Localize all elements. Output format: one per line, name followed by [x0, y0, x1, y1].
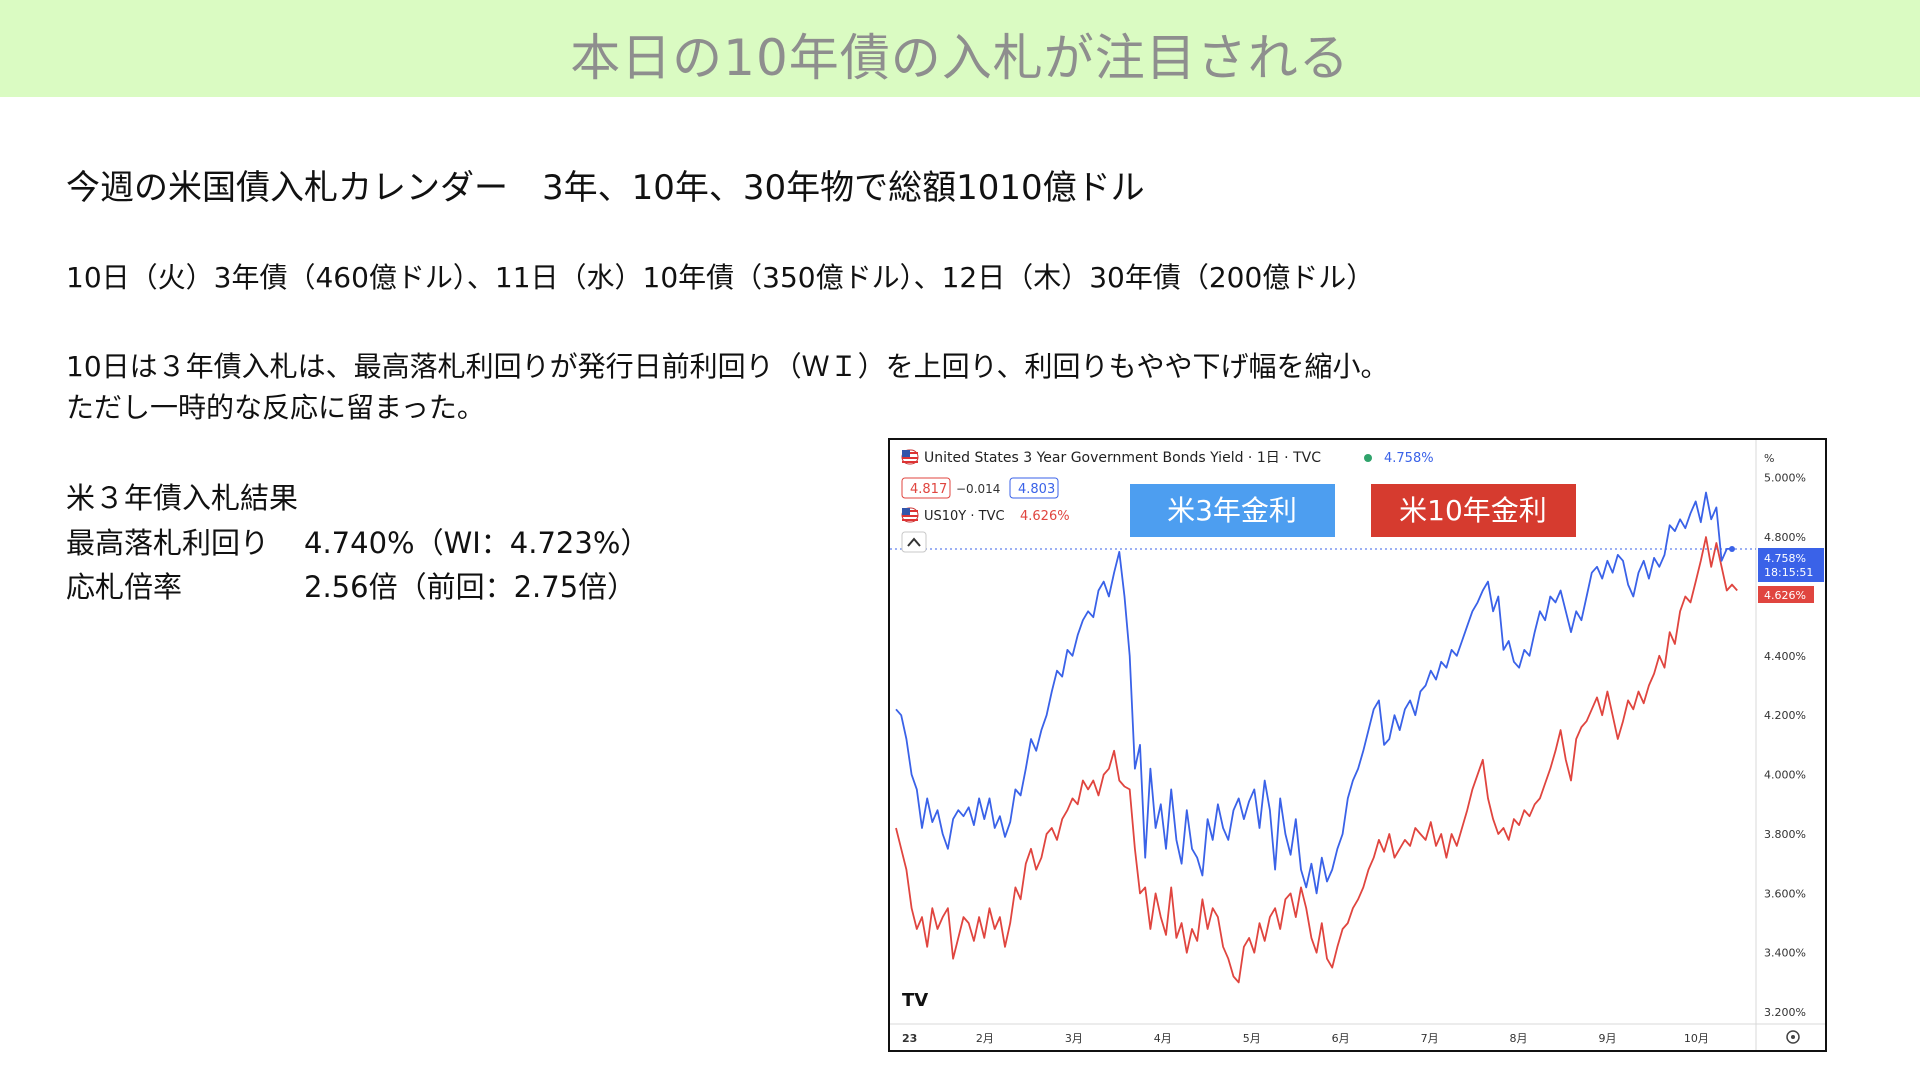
yield-chart-svg: 5.000%4.800%4.600%4.400%4.200%4.000%3.80…	[890, 440, 1825, 1050]
result-label: 応札倍率	[66, 570, 183, 604]
x-tick-label: 7月	[1421, 1032, 1439, 1045]
yield-chart: 5.000%4.800%4.600%4.400%4.200%4.000%3.80…	[888, 438, 1827, 1052]
change-value: −0.014	[956, 482, 1000, 496]
label-3y-text: 米3年金利	[1167, 494, 1297, 527]
x-tick-label: 9月	[1598, 1032, 1616, 1045]
last-value-badge-10y	[1758, 586, 1814, 603]
y-tick-label: 3.400%	[1764, 947, 1806, 960]
bid-value: 4.817	[910, 482, 947, 497]
x-tick-label: 5月	[1243, 1032, 1261, 1045]
y-tick-label: 3.800%	[1764, 828, 1806, 841]
auction-summary-line-2: ただし一時的な反応に留まった。	[66, 391, 485, 424]
last-price-dot	[1729, 545, 1735, 552]
series-line-3y	[895, 491, 1732, 895]
banner-title: 本日の10年債の入札が注目される	[570, 29, 1350, 87]
flag-icon	[901, 449, 919, 465]
x-tick-layer: 23 2月 3月 4月 5月 6月 7月 8月 9月 10月	[902, 1032, 1709, 1045]
ask-box[interactable]	[1009, 477, 1059, 499]
label-3y-box	[1130, 484, 1335, 537]
label-10y-box	[1371, 484, 1576, 537]
chevron-up-icon	[907, 537, 921, 547]
auction-calendar-heading: 今週の米国債入札カレンダー 3年、10年、30年物で総額1010億ドル	[66, 168, 1145, 208]
result-value: 2.56倍（前回：2.75倍）	[304, 570, 637, 604]
last-value-10y: 4.626%	[1764, 589, 1806, 602]
result-value: 4.740%（WI：4.723%）	[304, 526, 650, 560]
auction-summary-line-1: 10日は３年債入札は、最高落札利回りが発行日前利回り（ＷＩ）を上回り、利回りもや…	[66, 350, 1389, 383]
results-title: 米３年債入札結果	[66, 481, 299, 515]
ask-value: 4.803	[1018, 482, 1055, 497]
settings-icon[interactable]	[1786, 1030, 1800, 1044]
x-tick-label: 8月	[1510, 1032, 1528, 1045]
y-tick-layer: 5.000%4.800%4.600%4.400%4.200%4.000%3.80…	[1764, 472, 1806, 1019]
series-layer	[890, 491, 1756, 984]
y-axis-unit: %	[1764, 452, 1774, 465]
result-row-bid-to-cover: 応札倍率 2.56倍（前回：2.75倍）	[66, 564, 636, 606]
label-10y-text: 米10年金利	[1399, 494, 1547, 527]
last-value-badge-3y	[1758, 548, 1824, 582]
result-label: 最高落札利回り	[66, 526, 270, 560]
chart-main-title: United States 3 Year Government Bonds Yi…	[924, 450, 1321, 466]
last-value-3y: 4.758%	[1764, 552, 1806, 565]
chart-sub-title: US10Y · TVC	[924, 509, 1005, 524]
result-row-high-yield: 最高落札利回り 4.740%（WI：4.723%）	[66, 520, 649, 562]
y-tick-label: 4.800%	[1764, 531, 1806, 544]
series-line-10y	[895, 536, 1738, 984]
last-value-time: 18:15:51	[1764, 566, 1813, 579]
live-status-dot	[1364, 454, 1372, 462]
collapse-legend-button[interactable]	[901, 531, 927, 553]
chart-main-value: 4.758%	[1384, 451, 1434, 466]
x-tick-label: 6月	[1332, 1032, 1350, 1045]
x-tick-label: 3月	[1065, 1032, 1083, 1045]
x-tick-label: 2月	[976, 1032, 994, 1045]
y-tick-label: 4.200%	[1764, 709, 1806, 722]
flag-icon	[901, 507, 919, 523]
x-tick-label: 4月	[1154, 1032, 1172, 1045]
chart-sub-value: 4.626%	[1020, 509, 1070, 524]
auction-schedule-line: 10日（火）3年債（460億ドル）、11日（水）10年債（350億ドル）、12日…	[66, 261, 1375, 294]
y-tick-label: 5.000%	[1764, 472, 1806, 485]
tradingview-logo: TV	[902, 990, 928, 1011]
y-tick-label: 4.400%	[1764, 650, 1806, 663]
y-tick-label: 3.200%	[1764, 1006, 1806, 1019]
title-banner: 本日の10年債の入札が注目される	[0, 0, 1920, 97]
x-tick-label: 10月	[1684, 1032, 1709, 1045]
x-tick-label: 23	[902, 1032, 917, 1045]
y-tick-label: 4.000%	[1764, 769, 1806, 782]
y-tick-label: 3.600%	[1764, 887, 1806, 900]
bid-box[interactable]	[901, 477, 951, 499]
